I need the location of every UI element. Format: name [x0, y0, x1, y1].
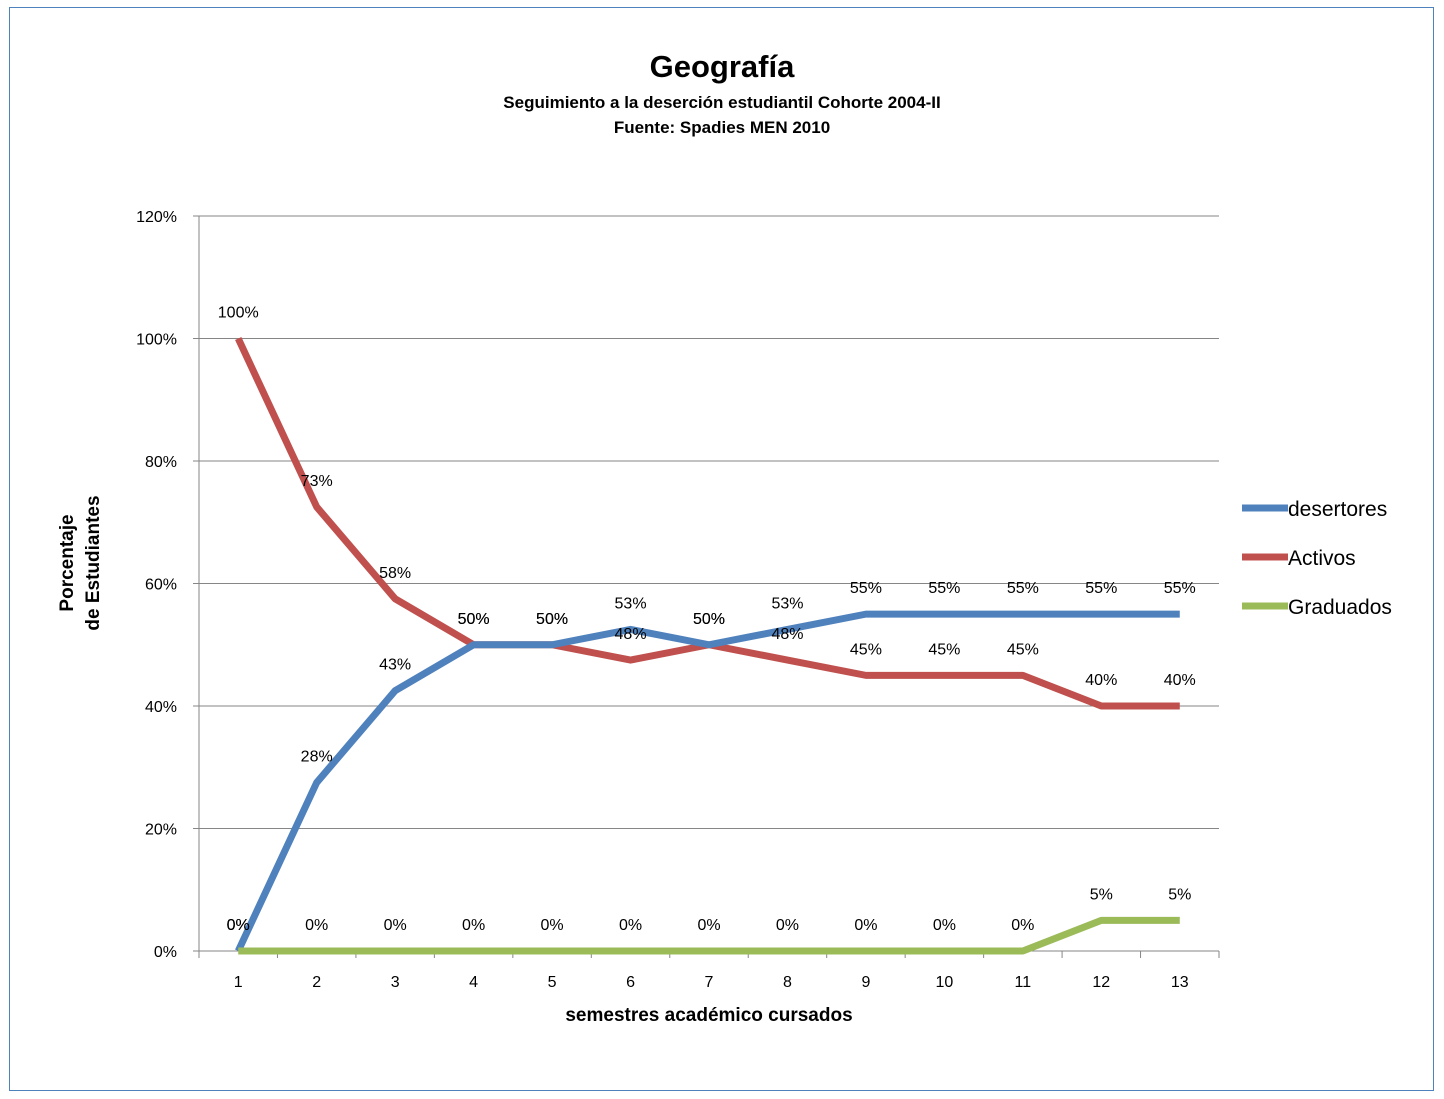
data-label: 0% [227, 917, 250, 934]
y-tick-label: 40% [145, 699, 177, 716]
data-label: 0% [462, 917, 485, 934]
x-tick-label: 7 [705, 974, 714, 991]
data-label: 53% [771, 595, 803, 612]
data-label: 0% [776, 917, 799, 934]
y-tick-label: 0% [154, 944, 177, 961]
y-axis-title-line-2: de Estudiantes [83, 495, 104, 630]
data-label: 5% [1090, 886, 1113, 903]
x-tick-label: 10 [935, 974, 953, 991]
data-label: 50% [536, 611, 568, 628]
axes: 0%20%40%60%80%100%120%1 2 3 4 5 6 7 8 9 10 11 12 13 [136, 209, 1220, 991]
x-axis-title: semestres académico cursados [565, 1005, 852, 1026]
data-label: 45% [928, 641, 960, 658]
data-label: 50% [458, 611, 490, 628]
chart-title: Geografía [650, 49, 795, 84]
chart-subtitle-line-1: Seguimiento a la deserción estudiantil C… [503, 93, 940, 112]
series-lines [235, 337, 1180, 955]
y-tick-label: 120% [136, 209, 177, 226]
data-label: 0% [305, 917, 328, 934]
data-label: 28% [301, 749, 333, 766]
x-tick-label: 8 [783, 974, 792, 991]
y-tick-label: 100% [136, 332, 177, 349]
data-labels: 0% 28% 43% 50% 50% 53% 50% 53% 55% 55% 55% 55% 55% 10… [218, 305, 1196, 935]
data-label: 0% [619, 917, 642, 934]
chart-area [9, 7, 1434, 1091]
gridlines [199, 215, 1219, 829]
legend-label: Activos [1288, 547, 1356, 570]
x-tick-label: 6 [626, 974, 635, 991]
x-tick-label: 9 [861, 974, 870, 991]
data-label: 55% [1164, 580, 1196, 597]
data-label: 40% [1164, 672, 1196, 689]
y-axis-title: Porcentaje de Estudiantes [57, 495, 104, 630]
data-label: 50% [458, 611, 490, 628]
series-line-graduados [238, 916, 1180, 955]
chart-subtitle-line-2: Fuente: Spadies MEN 2010 [614, 118, 830, 137]
data-label: 0% [697, 917, 720, 934]
data-label: 45% [850, 641, 882, 658]
data-label: 53% [615, 595, 647, 612]
data-label: 50% [693, 611, 725, 628]
x-tick-label: 13 [1171, 974, 1189, 991]
data-label: 50% [536, 611, 568, 628]
data-label: 55% [850, 580, 882, 597]
data-label: 100% [218, 305, 259, 322]
series-line-desertores [235, 610, 1180, 953]
data-label: 50% [693, 611, 725, 628]
data-label: 0% [933, 917, 956, 934]
y-tick-label: 20% [145, 822, 177, 839]
data-label: 0% [384, 917, 407, 934]
data-label: 45% [1007, 641, 1039, 658]
data-label: 5% [1168, 886, 1191, 903]
data-label: 40% [1085, 672, 1117, 689]
data-label: 43% [379, 657, 411, 674]
x-tick-label: 11 [1015, 974, 1032, 991]
data-label: 58% [379, 565, 411, 582]
data-label: 48% [771, 626, 803, 643]
data-label: 0% [541, 917, 564, 934]
legend: desertores Activos Graduados [1242, 498, 1392, 619]
data-label: 0% [227, 917, 250, 934]
data-label: 55% [1007, 580, 1039, 597]
x-tick-label: 12 [1092, 974, 1110, 991]
x-tick-label: 2 [312, 974, 321, 991]
y-tick-label: 60% [145, 577, 177, 594]
data-label: 55% [1085, 580, 1117, 597]
data-label: 73% [301, 473, 333, 490]
y-axis-title-line-1: Porcentaje [57, 514, 78, 611]
data-label: 0% [1011, 917, 1034, 934]
data-label: 48% [615, 626, 647, 643]
y-tick-label: 80% [145, 454, 177, 471]
x-tick-label: 3 [391, 974, 400, 991]
x-tick-label: 4 [469, 974, 478, 991]
x-tick-label: 5 [548, 974, 557, 991]
legend-label: desertores [1288, 498, 1387, 521]
x-tick-label: 1 [234, 974, 243, 991]
data-label: 0% [854, 917, 877, 934]
data-label: 55% [928, 580, 960, 597]
legend-label: Graduados [1288, 596, 1392, 619]
